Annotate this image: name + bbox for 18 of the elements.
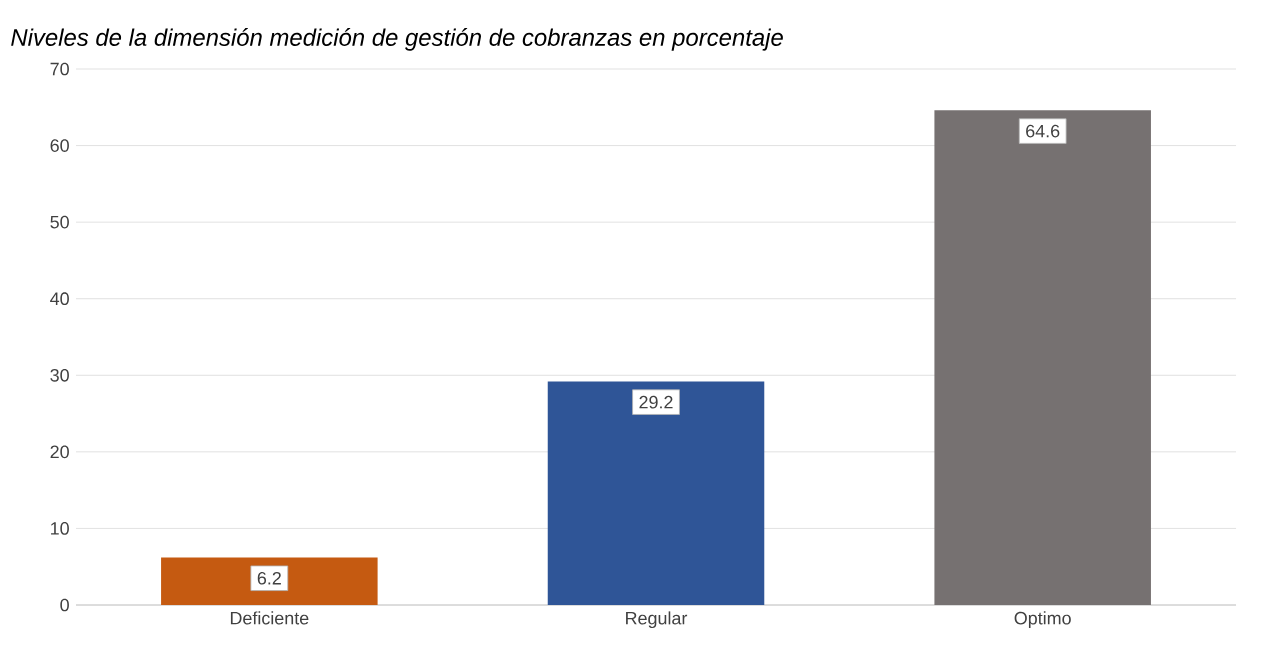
x-tick-label: Deficiente	[230, 611, 309, 625]
y-tick-label: 10	[51, 522, 69, 535]
chart-title: Niveles de la dimensión medición de gestión de cobranzas en porcentaje	[11, 28, 783, 51]
y-tick-label: 60	[50, 139, 69, 152]
bar	[161, 557, 378, 605]
y-tick-label: 20	[50, 445, 69, 459]
bar	[547, 381, 765, 605]
y-tick-label: 30	[50, 368, 69, 382]
bar	[934, 110, 1151, 605]
data-label: 64.6	[1026, 124, 1060, 138]
y-tick-label: 0	[60, 598, 69, 612]
y-tick-label: 50	[50, 215, 69, 229]
y-tick-label: 40	[50, 292, 69, 306]
data-label: 6.2	[257, 571, 281, 585]
y-tick-label: 70	[50, 62, 69, 76]
data-label: 29.2	[639, 395, 673, 409]
x-tick-label: Regular	[626, 611, 688, 629]
x-tick-label: Optimo	[1014, 611, 1071, 629]
